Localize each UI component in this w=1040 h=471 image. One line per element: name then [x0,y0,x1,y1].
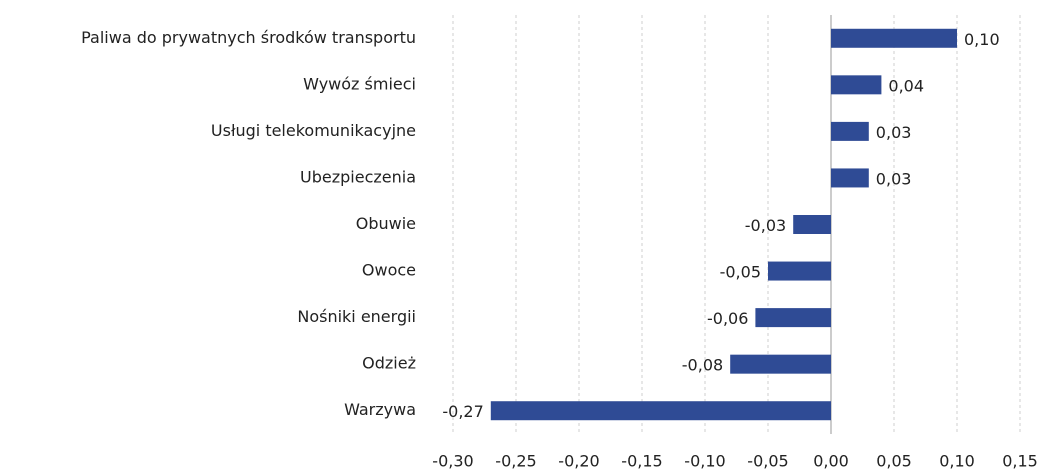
bar [793,215,831,234]
bar [490,401,831,421]
category-label: Paliwa do prywatnych środków transportu [81,28,416,47]
value-label: 0,04 [888,76,924,95]
bar [831,168,869,188]
bar [831,28,957,48]
value-label: 0,03 [876,169,912,188]
category-label: Warzywa [344,400,416,419]
value-label: -0,27 [442,402,483,421]
bar [768,261,831,281]
x-tick-label: -0,10 [684,452,725,471]
x-tick-label: -0,15 [621,452,662,471]
x-tick-label: 0,15 [1002,452,1038,471]
value-label: -0,03 [745,216,786,235]
bar [755,308,831,328]
value-label: -0,06 [707,309,748,328]
x-tick-label: -0,20 [558,452,599,471]
category-label: Usługi telekomunikacyjne [211,121,416,140]
x-tick-label: -0,30 [432,452,473,471]
bar [831,75,882,95]
category-label: Nośniki energii [297,307,416,326]
value-label: -0,05 [720,263,761,282]
value-label: 0,03 [876,123,912,142]
category-label: Owoce [362,261,416,280]
x-tick-label: -0,05 [747,452,788,471]
bar [831,121,869,141]
value-label: -0,08 [682,356,723,375]
category-label: Odzież [362,354,416,373]
category-label: Wywóz śmieci [303,74,416,93]
x-tick-label: -0,25 [495,452,536,471]
value-label: 0,10 [964,30,1000,49]
x-tick-label: 0,05 [876,452,912,471]
category-label: Ubezpieczenia [300,167,416,186]
x-tick-label: 0,00 [813,452,849,471]
x-tick-label: 0,10 [939,452,975,471]
category-label: Obuwie [356,214,416,233]
bar [730,354,831,374]
